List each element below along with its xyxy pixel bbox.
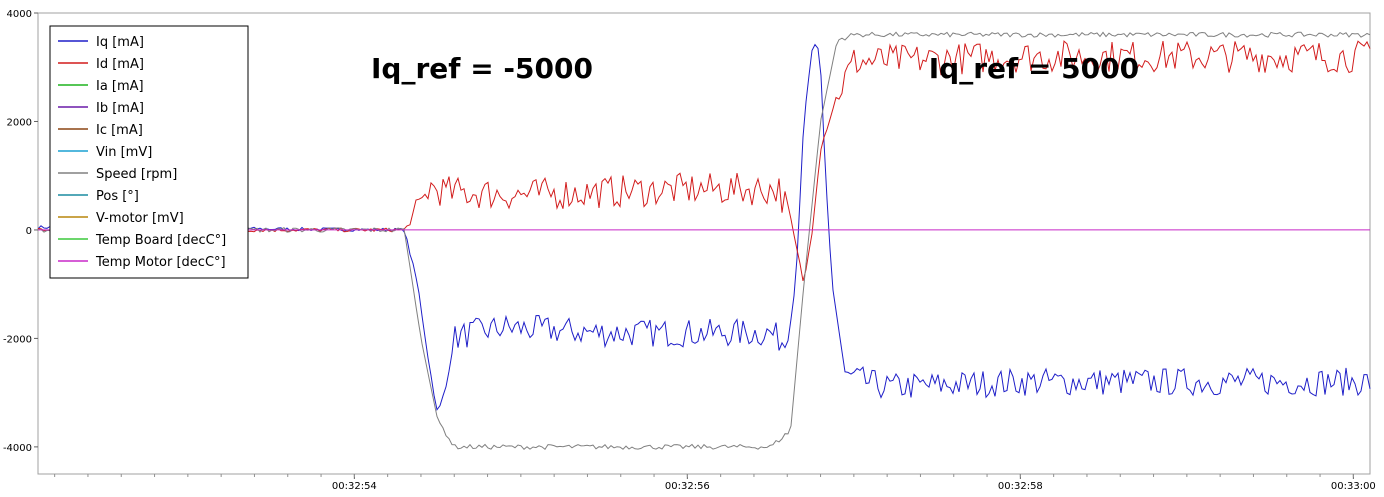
plot-frame [37, 12, 1371, 475]
annotation-text: Iq_ref = -5000 [371, 52, 593, 85]
y-tick-label: 2000 [7, 117, 32, 128]
ticks: -4000 -2000 0 2000 4000 00:32:54 00:32:56 00:32… [3, 9, 1376, 492]
legend-label: Speed [rpm] [96, 167, 177, 182]
series-layer [37, 31, 1371, 451]
series-line [37, 43, 1371, 411]
x-tick-label: 00:32:56 [665, 481, 710, 492]
legend-label: Temp Motor [decC°] [95, 255, 226, 270]
annotation-text: Iq_ref = 5000 [929, 52, 1139, 85]
y-tick-label: -2000 [3, 334, 32, 345]
legend-label: Vin [mV] [96, 145, 152, 160]
legend: Iq [mA] Id [mA] Ia [mA] Ib [mA] Ic [mA] Vin [… [49, 25, 249, 279]
legend-label: Iq [mA] [96, 35, 144, 50]
legend-label: Ib [mA] [96, 101, 144, 116]
x-tick-label: 00:33:00 [1331, 481, 1376, 492]
x-tick-label: 00:32:54 [332, 481, 377, 492]
legend-label: Id [mA] [96, 57, 144, 72]
legend-label: Ia [mA] [96, 79, 144, 94]
legend-label: Temp Board [decC°] [95, 233, 226, 248]
y-tick-label: -4000 [3, 443, 32, 454]
legend-label: V-motor [mV] [96, 211, 184, 226]
y-tick-label: 4000 [7, 9, 32, 20]
legend-label: Ic [mA] [96, 123, 143, 138]
series-line [37, 31, 1371, 451]
legend-box [49, 25, 249, 279]
annotations: Iq_ref = -5000 Iq_ref = 5000 [371, 52, 1139, 85]
axes [37, 12, 1371, 475]
x-tick-label: 00:32:58 [998, 481, 1043, 492]
legend-label: Pos [°] [96, 189, 139, 204]
y-tick-label: 0 [26, 226, 32, 237]
